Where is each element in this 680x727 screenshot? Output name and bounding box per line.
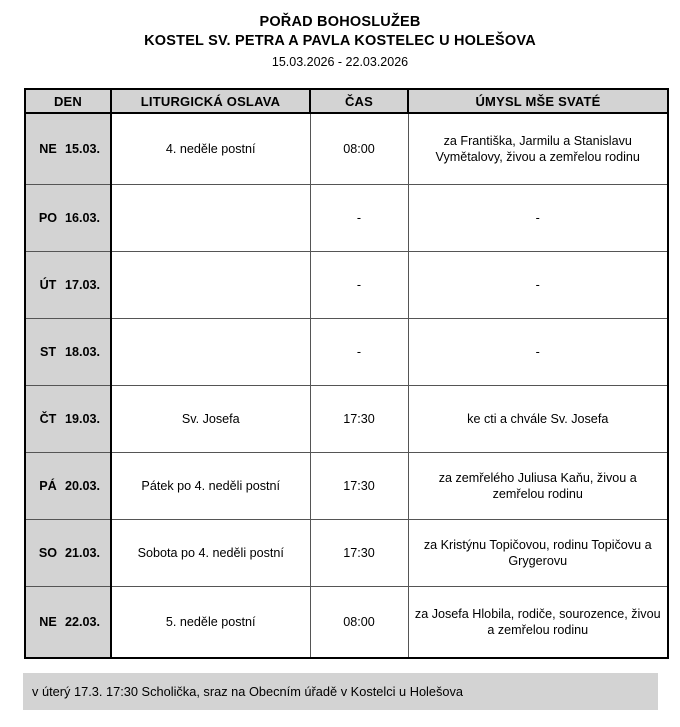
cell-mass-intention: za zemřelého Juliusa Kaňu, živou a zemře… <box>407 452 668 520</box>
day-date: 19.03. <box>64 412 100 426</box>
table-row: ST 18.03. - - <box>25 318 668 386</box>
cell-day: ST 18.03. <box>25 318 112 386</box>
schedule-table-container: DEN LITURGICKÁ OSLAVA ČAS ÚMYSL MŠE SVAT… <box>24 88 669 659</box>
cell-mass-intention: za Josefa Hlobila, rodiče, sourozence, ž… <box>407 586 668 658</box>
cell-liturgical-celebration <box>110 251 310 319</box>
cell-day: PO 16.03. <box>25 184 112 252</box>
table-row: SO 21.03. Sobota po 4. neděli postní 17:3… <box>25 519 668 587</box>
cell-day: NE 15.03. <box>25 113 112 185</box>
cell-liturgical-celebration: 5. neděle postní <box>110 586 310 658</box>
table-body: NE 15.03. 4. neděle postní 08:00 za Frant… <box>25 113 668 658</box>
column-header-time: ČAS <box>309 89 409 114</box>
cell-mass-intention: - <box>407 184 668 252</box>
footer-note-text: v úterý 17.3. 17:30 Scholička, sraz na O… <box>32 684 464 699</box>
cell-time: 17:30 <box>309 519 408 587</box>
cell-time: 08:00 <box>309 586 408 658</box>
day-date: 18.03. <box>64 345 100 359</box>
cell-liturgical-celebration <box>110 318 310 386</box>
table-header-row: DEN LITURGICKÁ OSLAVA ČAS ÚMYSL MŠE SVAT… <box>25 89 668 114</box>
cell-time: - <box>309 184 408 252</box>
cell-mass-intention: - <box>407 251 668 319</box>
table-row: ÚT 17.03. - - <box>25 251 668 319</box>
cell-time: 08:00 <box>309 113 408 185</box>
day-of-week: NE <box>39 615 57 629</box>
table-row: PO 16.03. - - <box>25 184 668 252</box>
cell-day: ČT 19.03. <box>25 385 112 453</box>
cell-time: 17:30 <box>309 452 408 520</box>
cell-day: SO 21.03. <box>25 519 112 587</box>
day-of-week: PO <box>38 211 58 225</box>
day-date: 17.03. <box>64 278 100 292</box>
table-row: NE 22.03. 5. neděle postní 08:00 za Josef… <box>25 586 668 658</box>
day-date: 15.03. <box>64 142 100 156</box>
column-header-day: DEN <box>25 89 112 114</box>
table-row: NE 15.03. 4. neděle postní 08:00 za Frant… <box>25 113 668 185</box>
date-range-subtitle: 15.03.2026 - 22.03.2026 <box>271 55 409 69</box>
table-row: ČT 19.03. Sv. Josefa 17:30 ke cti a chvál… <box>25 385 668 453</box>
cell-time: - <box>309 318 408 386</box>
cell-mass-intention: - <box>407 318 668 386</box>
day-of-week: ČT <box>39 412 57 426</box>
cell-time: - <box>309 251 408 319</box>
cell-day: ÚT 17.03. <box>25 251 112 319</box>
cell-time: 17:30 <box>309 385 408 453</box>
cell-liturgical-celebration <box>110 184 310 252</box>
page-title-primary: POŘAD BOHOSLUŽEB <box>259 14 421 30</box>
column-header-mass-intention: ÚMYSL MŠE SVATÉ <box>407 89 668 114</box>
day-of-week: ST <box>39 345 57 359</box>
day-date: 21.03. <box>64 546 100 560</box>
day-date: 16.03. <box>64 211 100 225</box>
document-header: POŘAD BOHOSLUŽEB KOSTEL SV. PETRA A PAVL… <box>0 0 680 71</box>
column-header-liturgical-celebration: LITURGICKÁ OSLAVA <box>110 89 311 114</box>
cell-mass-intention: ke cti a chvále Sv. Josefa <box>407 385 668 453</box>
table-header: DEN LITURGICKÁ OSLAVA ČAS ÚMYSL MŠE SVAT… <box>25 89 668 114</box>
cell-day: PÁ 20.03. <box>25 452 112 520</box>
day-of-week: SO <box>38 546 58 560</box>
cell-day: NE 22.03. <box>25 586 112 658</box>
day-date: 20.03. <box>64 479 100 493</box>
day-of-week: NE <box>39 142 57 156</box>
day-date: 22.03. <box>64 615 100 629</box>
cell-liturgical-celebration: Sv. Josefa <box>110 385 310 453</box>
table-row: PÁ 20.03. Pátek po 4. neděli postní 17:30… <box>25 452 668 520</box>
cell-mass-intention: za Kristýnu Topičovou, rodinu Topičovu a… <box>407 519 668 587</box>
day-of-week: ÚT <box>39 278 57 292</box>
cell-liturgical-celebration: 4. neděle postní <box>110 113 310 185</box>
footer-note: v úterý 17.3. 17:30 Scholička, sraz na O… <box>23 673 658 710</box>
cell-liturgical-celebration: Sobota po 4. neděli postní <box>110 519 310 587</box>
cell-mass-intention: za Františka, Jarmilu a Stanislavu Vymět… <box>407 113 668 185</box>
day-of-week: PÁ <box>39 479 57 493</box>
page-title-secondary: KOSTEL SV. PETRA A PAVLA KOSTELEC U HOLE… <box>144 33 536 49</box>
cell-liturgical-celebration: Pátek po 4. neděli postní <box>110 452 310 520</box>
schedule-table: DEN LITURGICKÁ OSLAVA ČAS ÚMYSL MŠE SVAT… <box>24 88 669 659</box>
